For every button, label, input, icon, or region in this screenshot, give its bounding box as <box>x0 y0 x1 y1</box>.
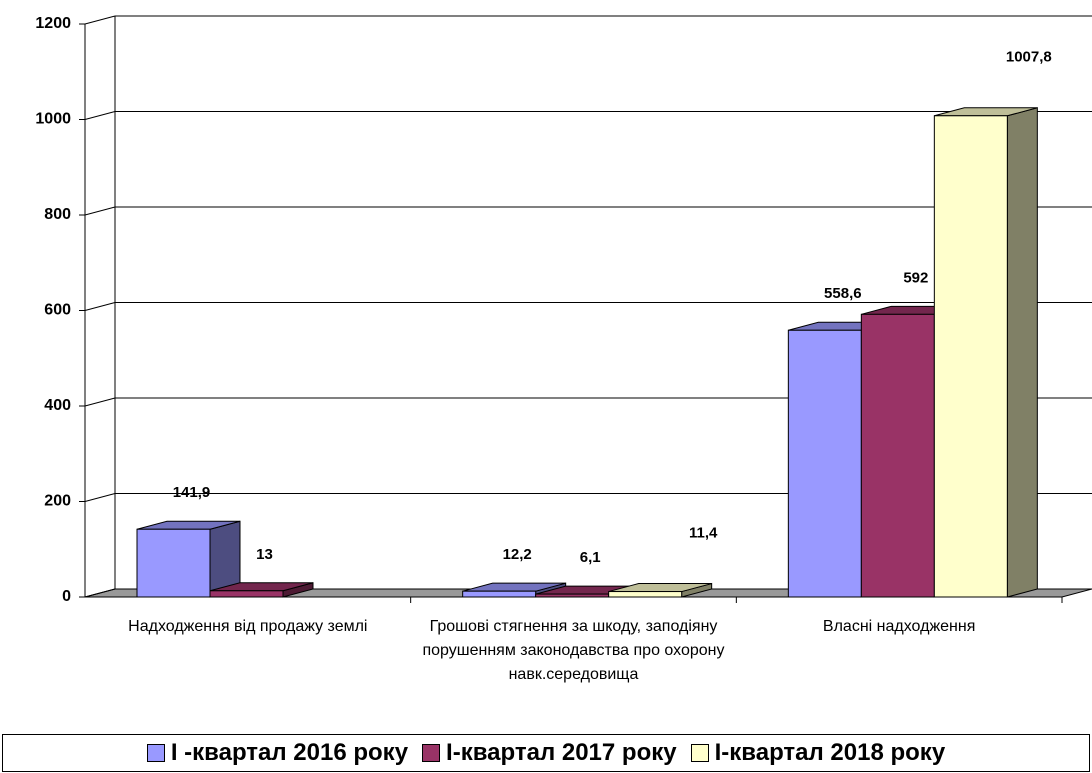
bar-front <box>787 329 862 598</box>
data-label: 141,9 <box>173 484 211 501</box>
legend-item: І-квартал 2018 року <box>690 739 946 767</box>
legend-swatch <box>690 744 709 762</box>
bar-side <box>1006 107 1038 598</box>
x-tick-label: Власні надходження <box>822 618 976 635</box>
legend-item: І-квартал 2017 року <box>422 739 677 767</box>
data-label: 11,4 <box>689 525 718 542</box>
bar <box>209 582 314 598</box>
data-label: 558,6 <box>824 285 862 302</box>
tick-diagonal <box>84 397 116 407</box>
tick-diagonal <box>84 15 116 25</box>
tick-diagonal <box>84 588 116 598</box>
y-tick-label: 1000 <box>35 111 71 128</box>
plot: 0 200 400 600 800 1000 1200 141,9 13 12,2 6,1 11,4 5… <box>35 15 1092 605</box>
tick-diagonal <box>84 302 116 311</box>
bar-front <box>209 590 284 598</box>
tick-diagonal <box>84 206 116 216</box>
y-tick-label: 800 <box>44 206 71 223</box>
legend-label: І -квартал 2016 року <box>170 739 409 766</box>
legend: І -квартал 2016 року І-квартал 2017 року І… <box>2 734 1090 772</box>
x-tick-label: Надходження від продажу землі <box>128 618 368 635</box>
data-label: 13 <box>256 546 273 563</box>
x-tick-label: Грошові стягнення за шкоду, заподіяну по… <box>422 618 725 683</box>
y-tick-label: 200 <box>44 493 71 510</box>
tick-diagonal <box>84 111 116 120</box>
y-tick-label: 400 <box>44 397 71 414</box>
legend-item: І -квартал 2016 року <box>146 739 409 767</box>
tick-diagonal <box>84 493 116 502</box>
bar-front <box>608 591 683 598</box>
bar <box>933 107 1038 598</box>
bar <box>136 520 241 598</box>
bar-front <box>535 593 610 598</box>
legend-label: І-квартал 2017 року <box>446 739 677 766</box>
y-tick-label: 600 <box>44 302 71 319</box>
data-label: 6,1 <box>580 549 601 566</box>
legend-swatch <box>422 744 441 762</box>
data-label: 12,2 <box>503 546 532 563</box>
bar-front <box>860 313 935 598</box>
bar-front <box>933 115 1008 598</box>
bar-front <box>136 528 211 598</box>
legend-label: І-квартал 2018 року <box>714 739 946 766</box>
y-tick-label: 0 <box>62 588 71 605</box>
legend-swatch <box>146 744 165 762</box>
bar-front <box>462 590 537 598</box>
data-label: 1007,8 <box>1006 49 1052 66</box>
y-tick-label: 1200 <box>35 15 71 32</box>
bar <box>608 582 713 598</box>
data-label: 592 <box>903 269 928 286</box>
